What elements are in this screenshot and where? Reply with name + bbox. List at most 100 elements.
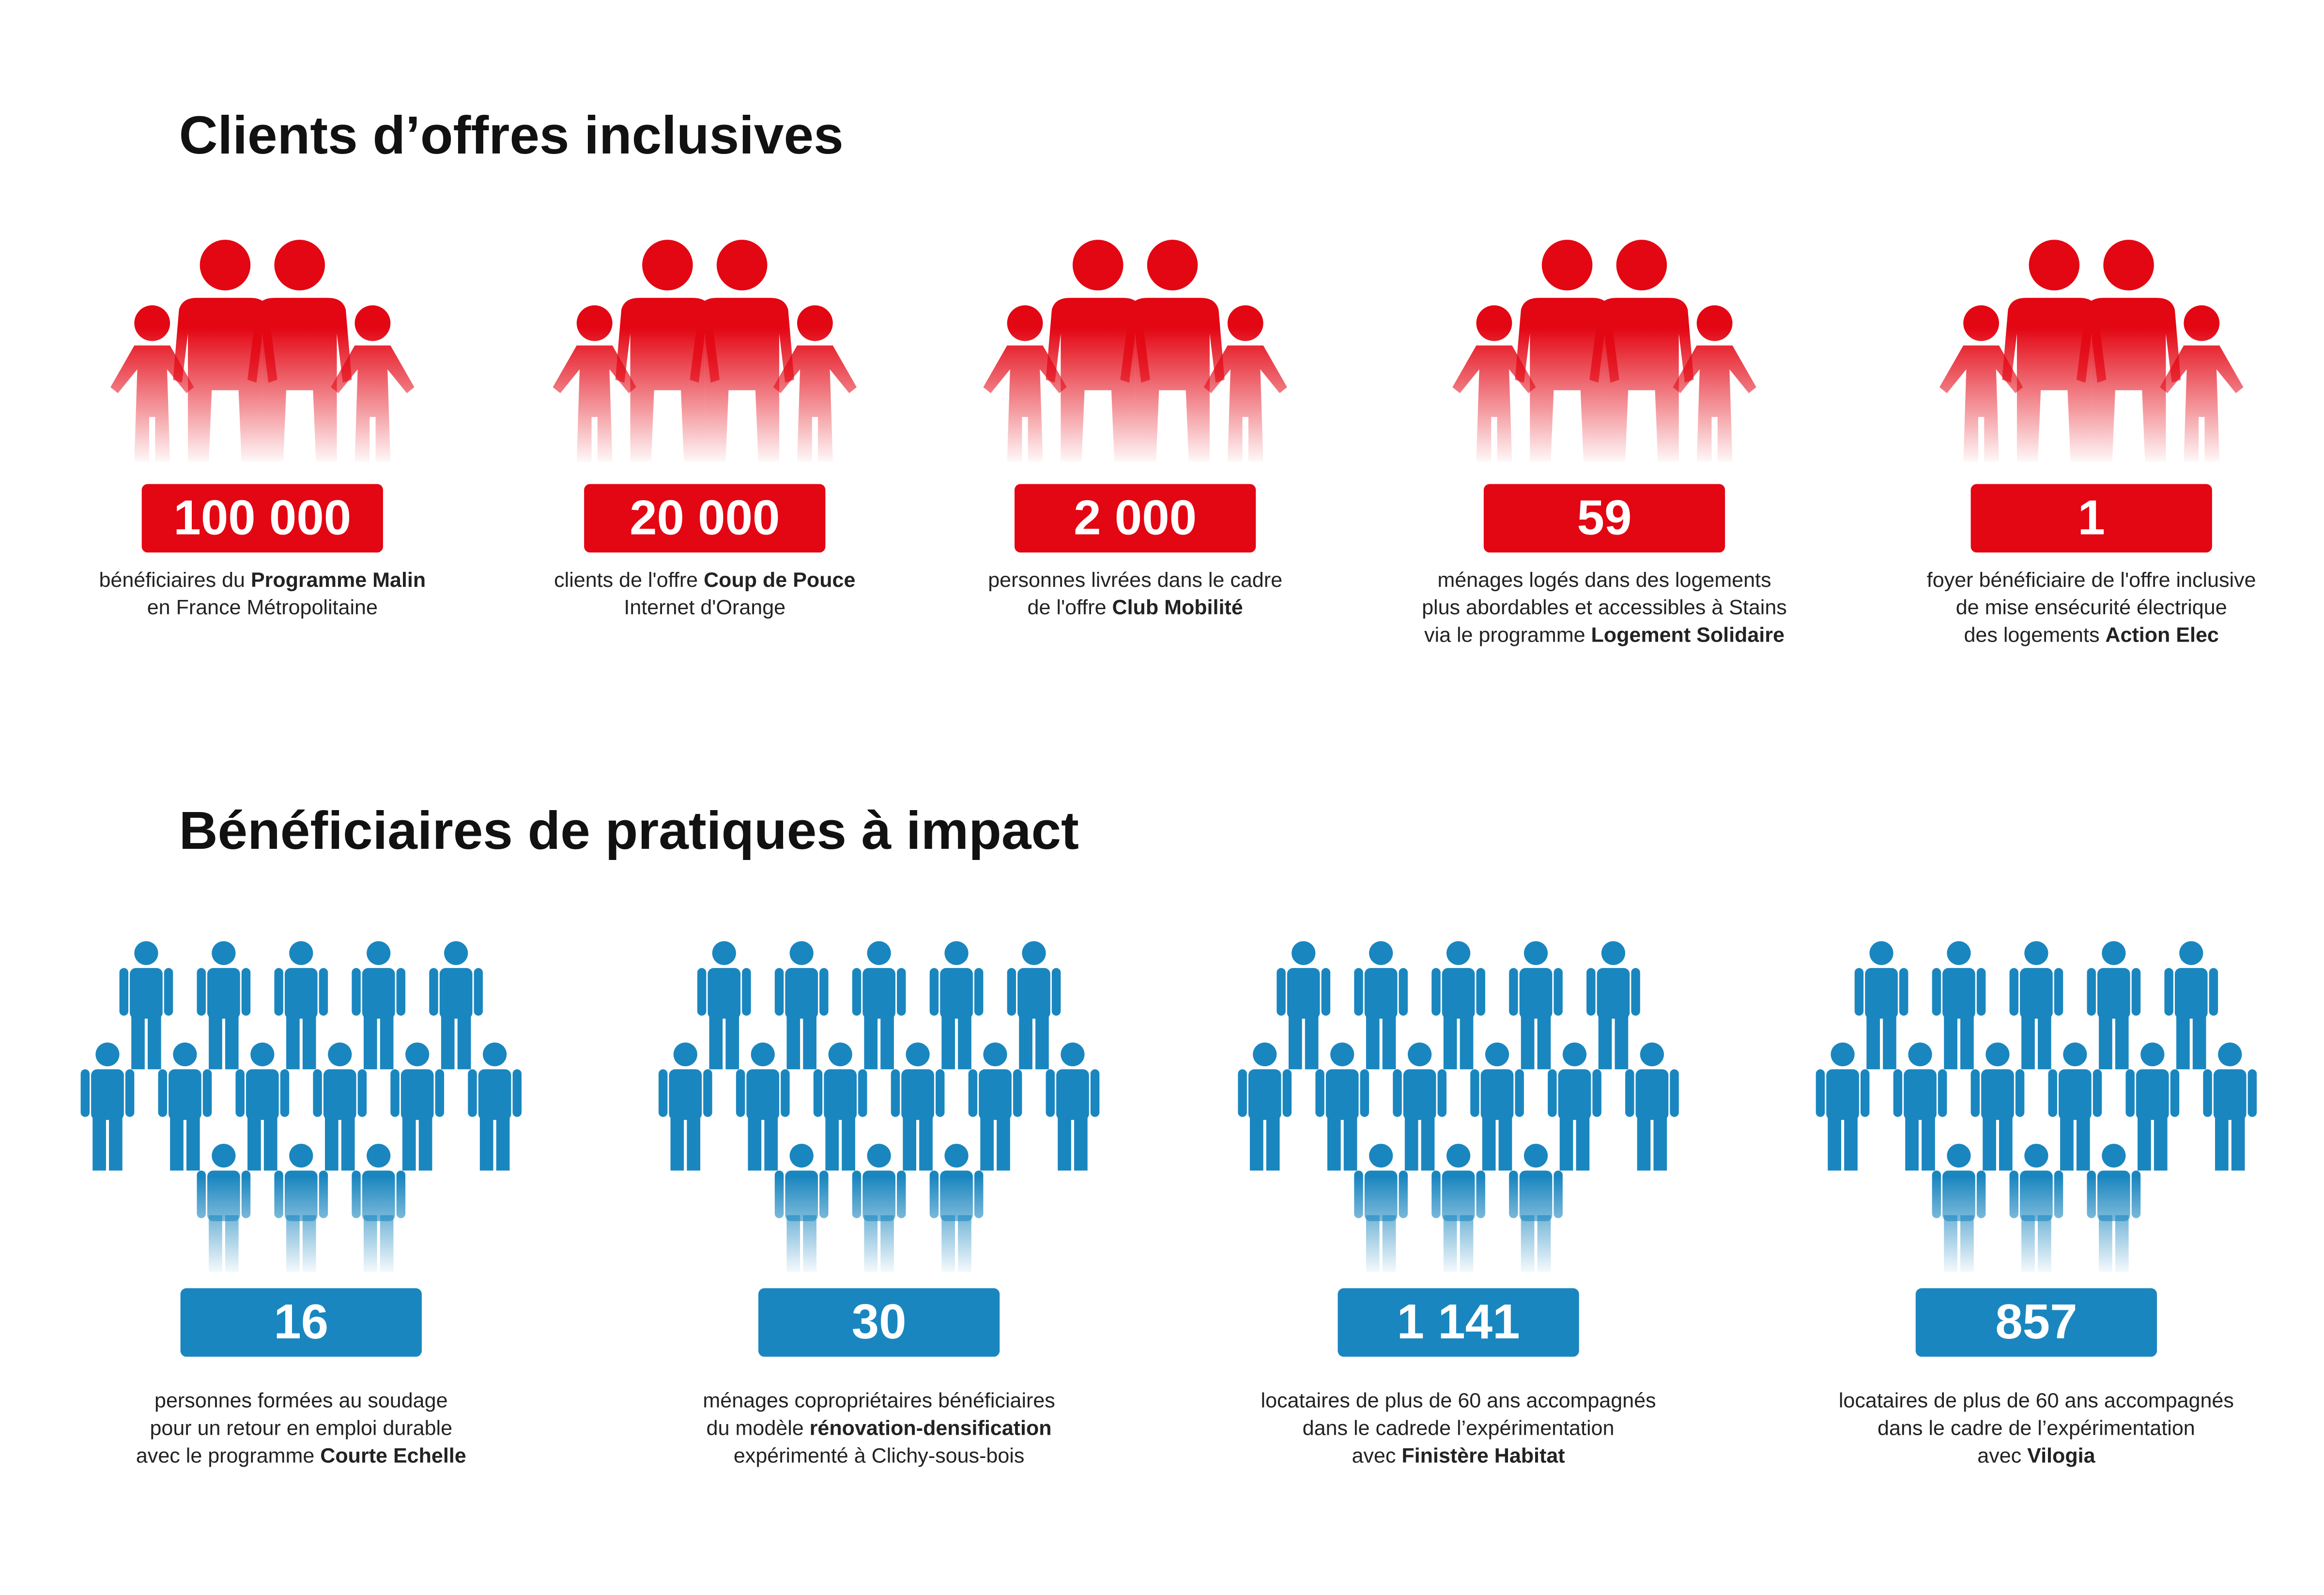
leg	[2060, 1114, 2074, 1171]
person	[1470, 1042, 1524, 1171]
caption-text: ménages logés dans des logements	[1437, 568, 1771, 592]
child-head	[1476, 305, 1512, 341]
head	[867, 1144, 891, 1168]
leg	[687, 1114, 701, 1171]
arm	[2125, 1069, 2135, 1117]
figure-box	[584, 484, 826, 553]
arm	[974, 968, 984, 1016]
torso	[478, 1069, 511, 1120]
head	[789, 941, 814, 966]
leg	[1559, 1114, 1573, 1171]
arm	[1631, 968, 1640, 1016]
head	[1601, 941, 1626, 966]
head	[1947, 1144, 1971, 1168]
head	[1908, 1042, 1932, 1067]
arm	[1476, 968, 1485, 1016]
arm	[474, 968, 483, 1016]
leg	[803, 1215, 816, 1272]
torso	[1942, 968, 1975, 1019]
leg	[1537, 1012, 1551, 1070]
leg	[1327, 1114, 1341, 1171]
caption-text: Club Mobilité	[1112, 596, 1243, 619]
leg	[1249, 1114, 1263, 1171]
caption-text: Vilogia	[2027, 1444, 2095, 1467]
leg	[880, 1215, 894, 1272]
person	[1315, 1042, 1370, 1171]
adult-head	[1147, 240, 1198, 291]
person	[1932, 1144, 1986, 1272]
arm	[1509, 968, 1518, 1016]
torso	[979, 1069, 1012, 1120]
leg	[1019, 1012, 1032, 1070]
leg	[2099, 1215, 2112, 1272]
person	[852, 1144, 906, 1272]
leg	[1521, 1215, 1535, 1272]
torso	[400, 1069, 434, 1120]
leg	[1058, 1114, 1071, 1171]
leg	[958, 1215, 971, 1272]
head	[1562, 1042, 1587, 1067]
leg	[147, 1012, 161, 1070]
arm	[352, 968, 361, 1016]
arm	[2054, 1170, 2063, 1218]
head	[2024, 941, 2048, 966]
arm	[313, 1069, 322, 1117]
leg	[418, 1114, 432, 1171]
child-head	[1963, 305, 2000, 341]
head	[1369, 1144, 1393, 1168]
icon	[1238, 941, 1679, 1272]
torso	[1981, 1069, 2014, 1120]
leg	[1035, 1012, 1049, 1070]
leg	[1498, 1114, 1512, 1171]
head	[1022, 941, 1046, 966]
head	[483, 1042, 507, 1067]
person	[468, 1042, 522, 1171]
section-title: Bénéficiaires de pratiques à impact	[179, 801, 1079, 860]
head	[1985, 1042, 2010, 1067]
person	[429, 941, 483, 1070]
figure-box	[1970, 484, 2212, 553]
torso	[1635, 1069, 1669, 1120]
person	[697, 941, 751, 1070]
leg	[302, 1215, 316, 1272]
child-body	[1452, 345, 1536, 462]
person	[1893, 1042, 1947, 1171]
figure: 1	[2078, 490, 2105, 545]
leg	[247, 1114, 261, 1171]
adult-body	[615, 298, 720, 462]
caption-line: avec Finistère Habitat	[1352, 1444, 1565, 1467]
leg	[1983, 1114, 1996, 1171]
child-body	[773, 345, 857, 462]
head	[1369, 941, 1393, 966]
leg	[324, 1114, 339, 1171]
torso	[824, 1069, 857, 1120]
arm	[1938, 1069, 1947, 1117]
arm	[241, 1170, 251, 1218]
arm	[813, 1069, 823, 1117]
arm	[774, 1170, 784, 1218]
arm	[658, 1069, 668, 1117]
caption-line: ménages copropriétaires bénéficiaires	[703, 1389, 1055, 1412]
caption-line: avec Vilogia	[1977, 1444, 2095, 1467]
head	[367, 941, 391, 966]
figure-box	[1015, 484, 1256, 553]
leg	[1366, 1215, 1380, 1272]
icon	[110, 240, 415, 462]
arm	[1282, 1069, 1292, 1117]
person	[197, 1144, 251, 1272]
torso	[1017, 968, 1050, 1019]
torso	[1325, 1069, 1359, 1120]
caption-line: clients de l'offre Coup de Pouce	[554, 568, 855, 592]
torso	[1480, 1069, 1514, 1120]
caption-text: ménages copropriétaires bénéficiaires	[703, 1389, 1055, 1412]
arm	[736, 1069, 745, 1117]
torso	[207, 968, 240, 1019]
leg	[2138, 1114, 2151, 1171]
leg	[363, 1012, 377, 1070]
person	[774, 941, 829, 1070]
arm	[1354, 968, 1363, 1016]
person	[274, 941, 328, 1070]
figure: 100 000	[173, 490, 351, 545]
